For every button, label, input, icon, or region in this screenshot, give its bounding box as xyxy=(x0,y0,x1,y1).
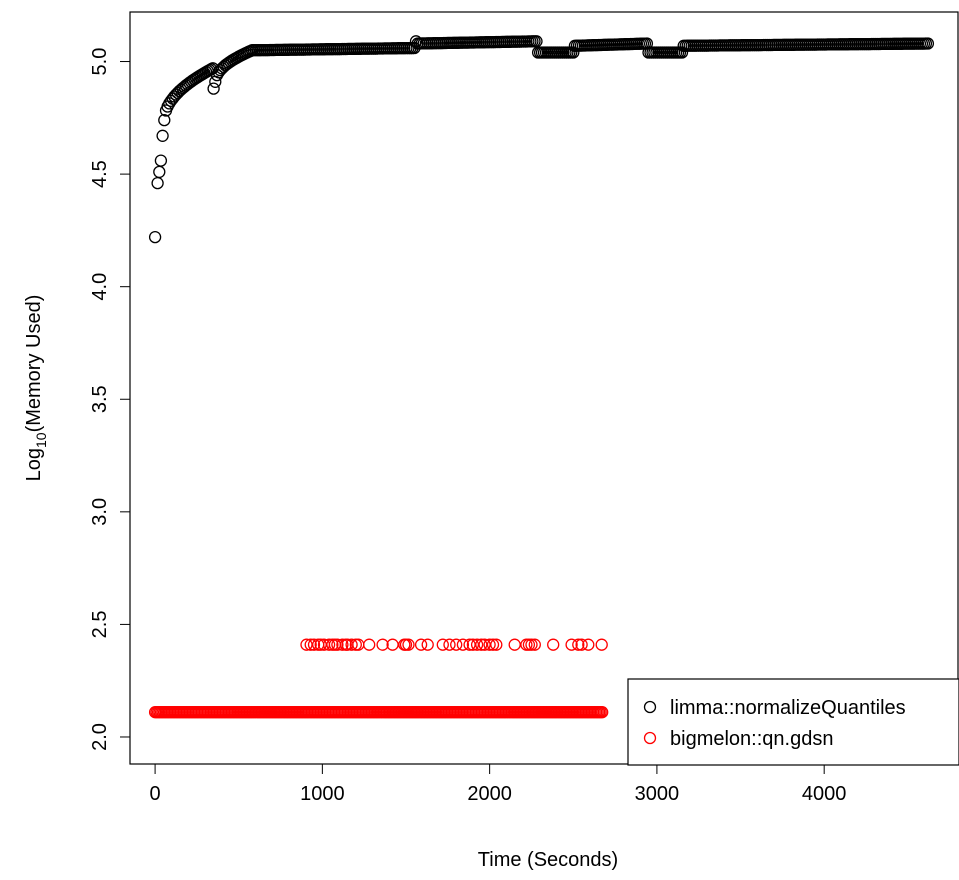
data-point-bigmelon xyxy=(414,638,428,651)
data-point-bigmelon xyxy=(565,638,578,651)
data-point-limma xyxy=(921,37,935,50)
data-point-bigmelon xyxy=(450,638,463,651)
data-point-bigmelon xyxy=(363,638,376,651)
data-point-limma xyxy=(151,176,164,190)
y-tick-label: 5.0 xyxy=(89,48,111,76)
data-point-bigmelon xyxy=(486,638,500,651)
y-axis-title-prefix: Log xyxy=(23,448,45,481)
data-point-bigmelon xyxy=(575,638,588,651)
y-tick-label: 2.5 xyxy=(89,611,111,639)
data-point-bigmelon xyxy=(582,638,595,651)
data-point-bigmelon xyxy=(456,638,470,651)
data-point-bigmelon xyxy=(386,638,399,651)
legend-label-bigmelon: bigmelon::qn.gdsn xyxy=(670,728,833,750)
data-point-bigmelon xyxy=(572,638,585,651)
data-point-bigmelon xyxy=(331,638,344,651)
y-tick-label: 3.0 xyxy=(89,498,111,526)
legend-label-limma: limma::normalizeQuantiles xyxy=(670,697,906,719)
data-point-bigmelon xyxy=(528,638,541,651)
data-point-bigmelon xyxy=(466,638,480,651)
y-axis-title-suffix: (Memory Used) xyxy=(23,295,45,433)
data-point-bigmelon xyxy=(483,638,496,651)
plot-frame xyxy=(129,11,959,765)
data-point-bigmelon xyxy=(470,638,484,651)
x-axis: 0 1000 2000 3000 4000 xyxy=(150,763,847,805)
data-point-limma xyxy=(156,129,169,142)
x-axis-title: Time (Seconds) xyxy=(478,849,618,871)
data-point-bigmelon xyxy=(307,638,321,651)
data-point-bigmelon xyxy=(547,638,560,651)
y-axis: 2.0 2.5 3.0 3.5 4.0 4.5 5.0 xyxy=(89,48,131,751)
y-tick-label: 3.5 xyxy=(89,385,111,413)
data-point-bigmelon xyxy=(508,638,521,651)
data-point-limma xyxy=(207,82,220,95)
data-point-limma xyxy=(153,165,166,179)
data-point-limma xyxy=(148,230,162,244)
data-point-bigmelon xyxy=(345,638,358,651)
data-point-bigmelon xyxy=(336,638,349,651)
x-tick-label: 0 xyxy=(150,783,161,805)
legend-marker-bigmelon xyxy=(643,731,657,745)
data-point-bigmelon xyxy=(443,638,456,651)
y-axis-title: Log10(Memory Used) xyxy=(23,295,49,482)
data-point-bigmelon xyxy=(436,638,449,651)
data-point-bigmelon xyxy=(322,638,336,651)
data-point-bigmelon xyxy=(596,706,609,719)
data-point-bigmelon xyxy=(421,638,434,651)
data-point-bigmelon xyxy=(402,638,415,651)
points-layer xyxy=(148,35,935,719)
data-point-bigmelon xyxy=(463,638,476,651)
legend: limma::normalizeQuantiles bigmelon::qn.g… xyxy=(627,678,959,766)
data-point-bigmelon xyxy=(314,638,327,651)
x-tick-label: 4000 xyxy=(802,783,847,805)
data-point-limma xyxy=(158,113,171,127)
data-point-bigmelon xyxy=(490,638,503,651)
x-tick-label: 2000 xyxy=(467,783,512,805)
legend-marker-limma xyxy=(643,700,657,714)
data-point-bigmelon xyxy=(352,638,365,651)
data-point-limma xyxy=(154,154,168,167)
data-point-bigmelon xyxy=(478,638,491,651)
x-tick-label: 3000 xyxy=(635,783,680,805)
y-tick-label: 4.0 xyxy=(89,273,111,301)
data-point-bigmelon xyxy=(300,638,313,651)
x-tick-label: 1000 xyxy=(300,783,345,805)
legend-box xyxy=(627,678,959,766)
y-tick-label: 4.5 xyxy=(89,160,111,188)
data-point-bigmelon xyxy=(595,638,608,651)
y-tick-label: 2.0 xyxy=(89,723,111,751)
data-point-bigmelon xyxy=(376,638,389,651)
y-axis-title-subscript: 10 xyxy=(33,432,49,448)
data-point-bigmelon xyxy=(475,638,488,651)
data-point-bigmelon xyxy=(304,638,317,651)
data-point-bigmelon xyxy=(525,638,538,651)
